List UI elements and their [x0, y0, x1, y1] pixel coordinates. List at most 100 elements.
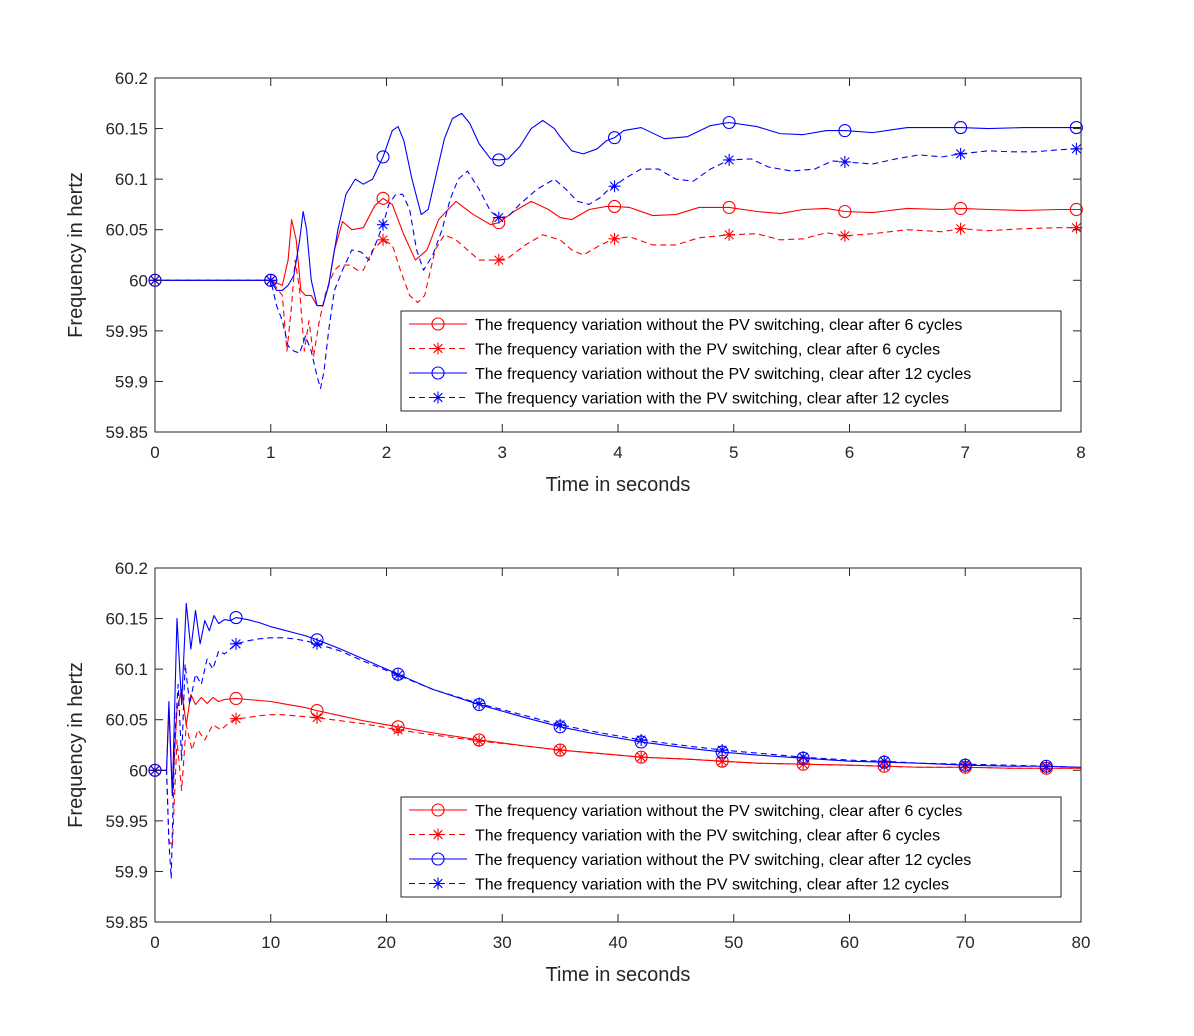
chart-2-y-axis-label: Frequency in hertz — [65, 662, 87, 828]
chart-2-series-2-marker — [473, 734, 486, 747]
chart-2-series-2-marker — [635, 751, 648, 764]
chart-1-series-4-marker — [377, 218, 390, 231]
chart-2-series-2-marker — [554, 744, 567, 757]
chart-2-series-line-4 — [155, 637, 1081, 880]
chart-2-legend-label: The frequency variation with the PV swit… — [475, 877, 949, 894]
chart-1-legend-label: The frequency variation with the PV swit… — [475, 342, 940, 359]
chart-1-series-1-marker — [607, 199, 622, 214]
chart-1-x-tick-label: 6 — [845, 443, 854, 462]
chart-1-legend-label: The frequency variation without the PV s… — [475, 317, 962, 334]
chart-2-x-tick-label: 10 — [261, 933, 280, 952]
chart-1-legend-marker — [432, 391, 444, 404]
chart-1-x-tick-label: 1 — [266, 443, 275, 462]
chart-1-series-2-marker — [838, 229, 851, 242]
chart-1-series-4-marker — [1070, 142, 1083, 155]
chart-1-y-tick-label: 60 — [129, 271, 148, 290]
chart-2-legend-label: The frequency variation without the PV s… — [475, 852, 971, 869]
chart-1-series-1-marker — [1069, 202, 1083, 217]
chart-2-x-tick-label: 20 — [377, 933, 396, 952]
chart-2-x-tick-label: 50 — [724, 933, 743, 952]
chart-1-series-2-marker — [723, 228, 736, 241]
chart-1-y-tick-label: 60.1 — [115, 170, 148, 189]
chart-2-series-4-marker — [554, 718, 567, 731]
chart-2-x-tick-label: 0 — [150, 933, 159, 952]
chart-1-x-tick-label: 5 — [729, 443, 738, 462]
chart-2-legend-label: The frequency variation with the PV swit… — [475, 828, 940, 845]
chart-2-series-2-marker — [392, 723, 405, 736]
chart-1-series-4-marker — [954, 147, 967, 160]
chart-1-x-tick-label: 7 — [961, 443, 970, 462]
chart-1-series-4-marker — [723, 153, 736, 166]
chart-2-x-ticks: 0 10 20 30 40 50 60 70 80 — [150, 568, 1090, 952]
chart-1-x-tick-label: 2 — [382, 443, 391, 462]
chart-2-x-tick-label: 60 — [840, 933, 859, 952]
chart-2-y-tick-label: 60 — [129, 761, 148, 780]
chart-2-legend-marker — [432, 877, 444, 890]
chart-2-series-4-marker — [797, 751, 810, 764]
chart-1-legend-marker — [431, 366, 445, 380]
chart-2-series-1-marker — [229, 691, 243, 706]
chart-1-series-3-marker — [492, 153, 506, 167]
chart-1-series-line-3 — [155, 112, 1081, 307]
chart-2-series-3-marker — [229, 611, 243, 625]
chart-1-y-tick-label: 60.05 — [105, 221, 148, 240]
chart-1-marker-layer — [148, 115, 1083, 287]
chart-1-series-3-marker — [838, 124, 852, 138]
chart-1-x-tick-label: 0 — [150, 443, 159, 462]
chart-2-legend-label: The frequency variation without the PV s… — [475, 803, 962, 820]
chart-2-series-4-marker — [392, 669, 405, 682]
chart-1-y-tick-label: 59.9 — [115, 372, 148, 391]
chart-1-series-3-marker — [722, 115, 736, 130]
chart-2-x-tick-label: 40 — [609, 933, 628, 952]
chart-1-series-1-marker — [954, 201, 968, 216]
chart-2-series-4-marker — [230, 637, 243, 650]
chart-1-x-tick-label: 4 — [613, 443, 622, 462]
chart-1-y-axis-label: Frequency in hertz — [65, 172, 87, 338]
chart-2-series-4-marker — [716, 744, 729, 757]
chart-2-x-axis-label: Time in seconds — [546, 964, 691, 986]
chart-2-y-tick-label: 60.15 — [105, 610, 148, 629]
chart-2-legend-marker — [431, 852, 445, 866]
chart-2-series-4-marker — [311, 637, 324, 650]
chart-2-legend-marker — [431, 803, 445, 817]
chart-2-y-tick-label: 60.2 — [115, 559, 148, 578]
chart-1: 0 1 2 3 4 5 6 7 8 59.85 59.9 59.95 60 60.05 60.1 60.15… — [65, 69, 1086, 496]
chart-1-series-2-marker — [954, 222, 967, 235]
chart-1-legend-marker — [431, 317, 445, 331]
chart-2-y-ticks: 59.85 59.9 59.95 60 60.05 60.1 60.15 60.2 — [105, 559, 1081, 932]
chart-1-x-ticks: 0 1 2 3 4 5 6 7 8 — [150, 78, 1086, 462]
chart-2-series-4-marker — [473, 697, 486, 710]
chart-1-y-tick-label: 60.15 — [105, 120, 148, 139]
chart-1-legend: The frequency variation without the PV s… — [400, 310, 1062, 412]
chart-2-series-4-marker — [635, 733, 648, 746]
chart-1-legend-label: The frequency variation without the PV s… — [475, 366, 971, 383]
chart-1-legend-box — [400, 310, 1062, 412]
chart-2-series-line-2 — [155, 714, 1081, 847]
chart-1-series-4-marker — [608, 180, 621, 193]
chart-2-legend: The frequency variation without the PV s… — [400, 796, 1062, 898]
chart-1-series-2-marker — [1070, 221, 1083, 234]
chart-2-x-tick-label: 80 — [1072, 933, 1091, 952]
chart-1-y-tick-label: 59.95 — [105, 322, 148, 341]
chart-1-series-3-marker — [1069, 121, 1083, 135]
chart-1-y-ticks: 59.85 59.9 59.95 60 60.05 60.1 60.15 60.2 — [105, 69, 1081, 442]
chart-1-y-tick-label: 60.2 — [115, 69, 148, 88]
chart-1-series-2-marker — [492, 254, 505, 267]
chart-2-series-2-marker — [311, 711, 324, 724]
chart-1-legend-marker — [432, 342, 444, 355]
chart-1-y-tick-label: 59.85 — [105, 423, 148, 442]
chart-2-y-tick-label: 59.95 — [105, 812, 148, 831]
chart-2-series-2-marker — [716, 755, 729, 768]
chart-2-y-tick-label: 59.85 — [105, 913, 148, 932]
chart-2-y-tick-label: 60.1 — [115, 660, 148, 679]
chart-1-legend-label: The frequency variation with the PV swit… — [475, 391, 949, 408]
chart-1-series-2-marker — [608, 232, 621, 245]
chart-1-series-1-marker — [722, 200, 736, 215]
chart-2-y-tick-label: 60.05 — [105, 711, 148, 730]
chart-1-series-4-marker — [838, 155, 851, 168]
chart-1-series-3-marker — [376, 150, 390, 164]
chart-2-x-tick-label: 30 — [493, 933, 512, 952]
chart-2-series-4-marker — [878, 755, 891, 768]
chart-2-y-tick-label: 59.9 — [115, 862, 148, 881]
chart-1-series-2-marker — [377, 233, 390, 246]
